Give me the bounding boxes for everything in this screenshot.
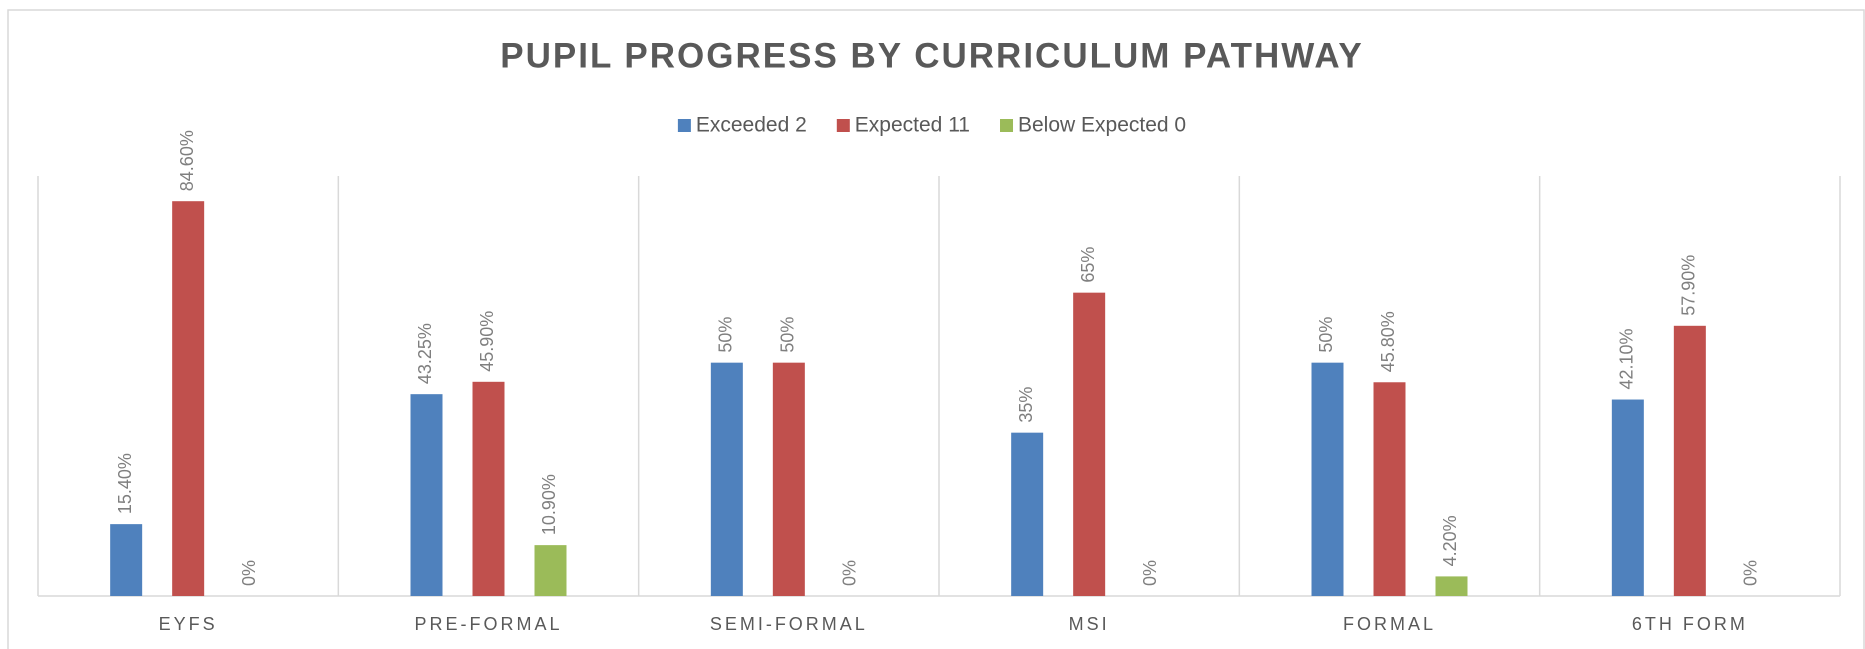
x-tick-label: SEMI-FORMAL — [710, 614, 868, 634]
x-tick-label: MSI — [1069, 614, 1110, 634]
bar — [172, 201, 205, 596]
data-label: 0% — [1741, 560, 1761, 586]
data-label: 57.90% — [1679, 255, 1699, 316]
legend-swatch — [677, 119, 691, 132]
legend-swatch — [836, 119, 850, 132]
bar — [534, 545, 567, 596]
bar — [1611, 399, 1644, 596]
bar — [110, 524, 143, 596]
x-tick-label: FORMAL — [1343, 614, 1436, 634]
chart-border — [7, 9, 1865, 649]
legend-swatch — [1000, 119, 1014, 132]
bar — [1673, 325, 1706, 596]
bar — [1435, 576, 1468, 596]
data-label: 50% — [778, 317, 798, 353]
bar — [472, 381, 505, 596]
data-label: 45.90% — [477, 311, 497, 372]
bar — [1373, 382, 1406, 596]
bar — [1011, 432, 1044, 596]
x-tick-label: 6TH FORM — [1632, 614, 1748, 634]
data-label: 35% — [1016, 387, 1036, 423]
data-label: 15.40% — [115, 453, 135, 514]
x-tick-label: EYFS — [159, 614, 218, 634]
legend-label: Below Expected 0 — [1018, 114, 1186, 137]
data-label: 84.60% — [177, 130, 197, 191]
data-label: 42.10% — [1617, 328, 1637, 389]
data-label: 0% — [239, 560, 259, 586]
legend-label: Expected 11 — [855, 114, 970, 137]
data-label: 43.25% — [415, 323, 435, 384]
bar — [1311, 362, 1344, 596]
data-label: 0% — [840, 560, 860, 586]
bar — [410, 394, 443, 596]
data-label: 0% — [1140, 560, 1160, 586]
data-label: 50% — [1316, 317, 1336, 353]
data-label: 50% — [716, 317, 736, 353]
chart-title: PUPIL PROGRESS BY CURRICULUM PATHWAY — [500, 36, 1363, 75]
data-label: 4.20% — [1440, 515, 1460, 566]
bar — [772, 362, 805, 596]
data-label: 65% — [1078, 247, 1098, 283]
legend-label: Exceeded 2 — [696, 114, 807, 137]
bar — [710, 362, 743, 596]
x-tick-label: PRE-FORMAL — [414, 614, 562, 634]
data-label: 10.90% — [539, 474, 559, 535]
bar — [1073, 292, 1106, 596]
data-label: 45.80% — [1378, 311, 1398, 372]
